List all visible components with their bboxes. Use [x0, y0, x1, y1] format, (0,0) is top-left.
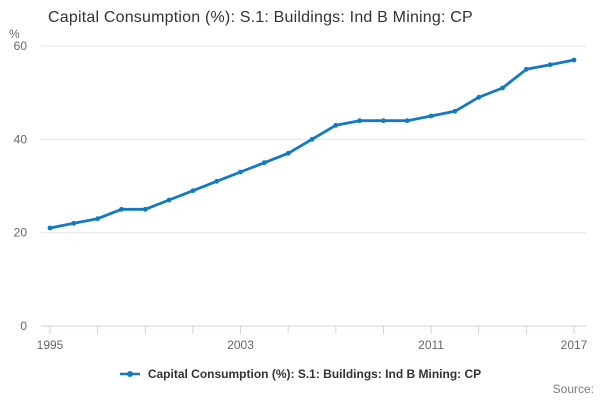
- source-label: Source:: [552, 382, 594, 396]
- series-marker[interactable]: [95, 216, 101, 222]
- series-marker[interactable]: [381, 118, 386, 124]
- series-marker[interactable]: [571, 57, 577, 63]
- series-marker[interactable]: [119, 206, 124, 212]
- series-marker[interactable]: [309, 136, 315, 142]
- legend-series-label: Capital Consumption (%): S.1: Buildings:…: [147, 367, 482, 381]
- x-tick-label: 2017: [561, 338, 588, 352]
- series-marker[interactable]: [71, 220, 77, 226]
- y-tick-label: 60: [14, 39, 28, 53]
- legend-series-marker-icon: [119, 371, 140, 377]
- y-axis-unit-label: %: [9, 27, 20, 41]
- series-marker[interactable]: [214, 178, 220, 184]
- series-marker[interactable]: [357, 118, 363, 124]
- series-marker[interactable]: [142, 206, 148, 212]
- series-marker[interactable]: [476, 94, 482, 100]
- legend-item[interactable]: Capital Consumption (%): S.1: Buildings:…: [0, 364, 600, 384]
- series-marker[interactable]: [333, 122, 339, 128]
- y-tick-label: 20: [14, 226, 28, 240]
- x-tick-label: 2003: [227, 338, 254, 352]
- series-line[interactable]: [48, 58, 576, 230]
- series-marker[interactable]: [285, 150, 291, 156]
- series-marker[interactable]: [166, 197, 172, 203]
- x-tick-label: 2011: [418, 338, 444, 352]
- legend-dot-icon: [126, 371, 133, 377]
- series-marker[interactable]: [547, 62, 553, 68]
- series-marker[interactable]: [190, 188, 196, 194]
- series-marker[interactable]: [404, 118, 410, 124]
- y-tick-label: 0: [20, 319, 27, 333]
- series-marker[interactable]: [452, 108, 458, 114]
- y-tick-label: 40: [14, 132, 28, 146]
- series-marker[interactable]: [523, 66, 529, 72]
- series-marker[interactable]: [47, 225, 53, 231]
- series-marker[interactable]: [428, 113, 434, 119]
- series-marker[interactable]: [261, 160, 267, 166]
- chart-title: Capital Consumption (%): S.1: Buildings:…: [48, 9, 473, 26]
- x-tick-label: 1995: [37, 338, 64, 352]
- series-marker[interactable]: [238, 169, 243, 175]
- series-marker[interactable]: [500, 85, 505, 91]
